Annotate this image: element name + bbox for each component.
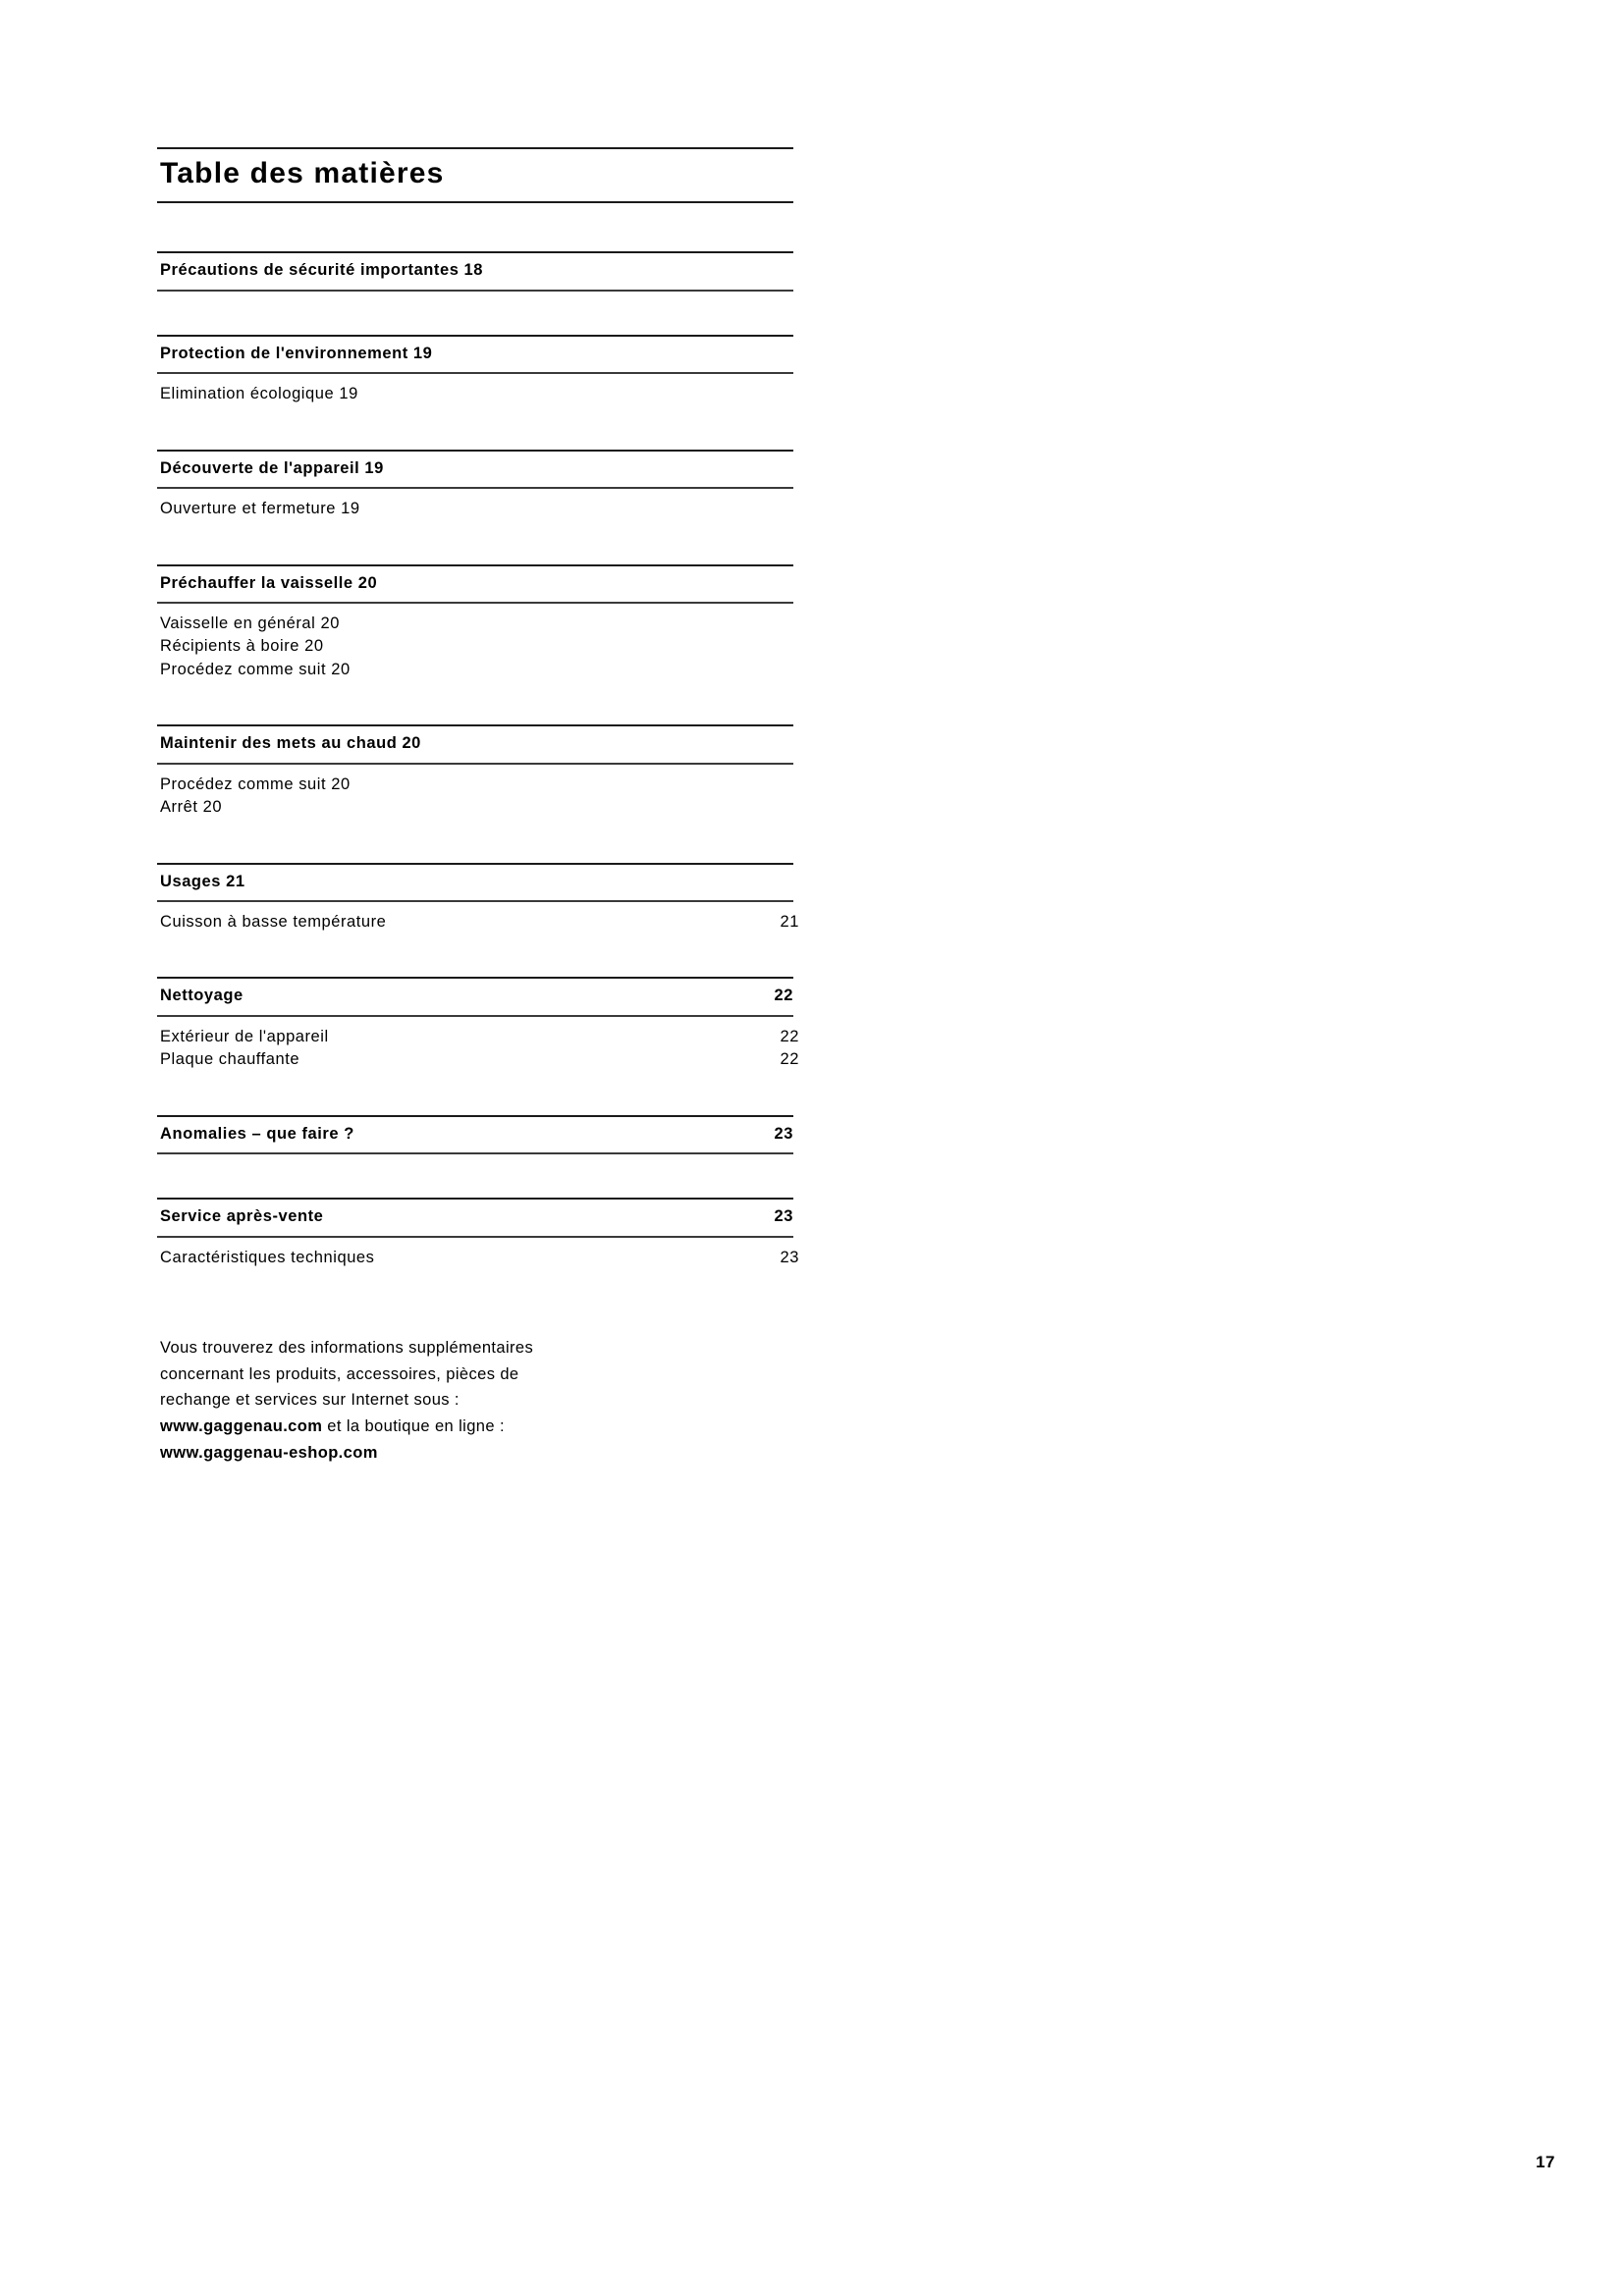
toc-sections: Précautions de sécurité importantes 18 Pr… (157, 251, 798, 1269)
toc-section-heading-label: Découverte de l'appareil 19 (160, 458, 384, 477)
toc-section: Maintenir des mets au chaud 20 Procédez c… (157, 724, 793, 819)
toc-section-heading-label: Anomalies – que faire ? (160, 1124, 354, 1143)
toc-entry-list: Ouverture et fermeture 19 (157, 489, 793, 520)
page-title: Table des matières (160, 157, 445, 189)
toc-section-heading[interactable]: Découverte de l'appareil 19 (157, 452, 793, 487)
toc-entry-label: Caractéristiques techniques (160, 1248, 375, 1266)
website-url-main[interactable]: www.gaggenau.com (160, 1417, 323, 1436)
toc-section-heading-label: Nettoyage (160, 987, 244, 1005)
toc-section-heading-label: Usages 21 (160, 872, 245, 890)
toc-section: Préchauffer la vaisselle 20 Vaisselle en … (157, 563, 793, 682)
section-rule-top (157, 334, 793, 337)
toc-section-heading-label: Maintenir des mets au chaud 20 (160, 734, 421, 753)
section-rule-top (157, 862, 793, 865)
section-rule-bottom (157, 487, 793, 490)
toc-section-heading[interactable]: Précautions de sécurité importantes 18 (157, 253, 793, 289)
section-rule-top (157, 1198, 793, 1201)
toc-section-heading[interactable]: Maintenir des mets au chaud 20 (157, 726, 793, 762)
title-block: Table des matières (157, 147, 793, 204)
toc-section-heading-label: Protection de l'environnement 19 (160, 344, 433, 362)
title-rule-bottom (157, 201, 793, 204)
footnote-line-3: rechange et services sur Internet sous : (160, 1391, 460, 1410)
toc-entry-list: Vaisselle en général 20 Récipients à boir… (157, 604, 793, 681)
toc-entry-list: Caractéristiques techniques 23 (157, 1238, 798, 1269)
toc-entry[interactable]: Procédez comme suit 20 (157, 659, 793, 681)
section-rule-top (157, 251, 793, 254)
section-rule-top (157, 977, 793, 980)
section-rule-bottom (157, 601, 793, 604)
website-url-eshop[interactable]: www.gaggenau-eshop.com (160, 1443, 378, 1462)
toc-entry-page: 22 (780, 1050, 799, 1069)
section-rule-bottom (157, 899, 793, 902)
toc-section-heading[interactable]: Anomalies – que faire ? 23 (157, 1117, 793, 1152)
footnote-line-2: concernant les produits, accessoires, pi… (160, 1364, 519, 1383)
toc-entry-label: Vaisselle en général 20 (160, 614, 340, 632)
toc-section-heading-page: 23 (774, 1207, 793, 1226)
toc-entry-label: Cuisson à basse température (160, 912, 387, 931)
toc-section: Protection de l'environnement 19 Eliminat… (157, 334, 793, 406)
toc-entry[interactable]: Caractéristiques techniques 23 (157, 1247, 798, 1269)
section-rule-bottom (157, 372, 793, 375)
toc-entry-label: Plaque chauffante (160, 1050, 300, 1069)
footnote-line-4-suffix: et la boutique en ligne : (322, 1417, 505, 1436)
toc-entry[interactable]: Récipients à boire 20 (157, 635, 793, 658)
toc-section: Service après-vente 23 Caractéristiques te… (157, 1198, 798, 1269)
toc-entry-label: Extérieur de l'appareil (160, 1027, 329, 1045)
toc-entry-list: Extérieur de l'appareil 22 Plaque chauffan… (157, 1017, 798, 1072)
section-rule-bottom (157, 762, 793, 765)
section-rule-bottom (157, 1014, 793, 1017)
section-rule-top (157, 563, 793, 566)
toc-section: Précautions de sécurité importantes 18 (157, 251, 793, 292)
toc-section-heading-page: 22 (774, 987, 793, 1005)
toc-section-heading[interactable]: Nettoyage 22 (157, 979, 793, 1014)
toc-section-heading[interactable]: Préchauffer la vaisselle 20 (157, 566, 793, 602)
toc-entry[interactable]: Arrêt 20 (157, 796, 793, 819)
toc-section-heading[interactable]: Protection de l'environnement 19 (157, 337, 793, 372)
toc-entry-list: Procédez comme suit 20 Arrêt 20 (157, 765, 793, 820)
toc-entry-page: 23 (780, 1248, 799, 1266)
toc-content: Table des matières Précautions de sécuri… (157, 147, 798, 1269)
toc-section-heading[interactable]: Usages 21 (157, 865, 793, 900)
toc-entry-label: Arrêt 20 (160, 798, 223, 817)
toc-entry-page: 22 (780, 1027, 799, 1045)
toc-entry-list: Elimination écologique 19 (157, 374, 793, 405)
toc-entry[interactable]: Cuisson à basse température 21 (157, 911, 798, 934)
section-rule-top (157, 1114, 793, 1117)
section-rule-bottom (157, 1152, 793, 1155)
toc-entry-label: Procédez comme suit 20 (160, 660, 351, 678)
toc-entry[interactable]: Ouverture et fermeture 19 (157, 498, 793, 520)
toc-section-heading-label: Précautions de sécurité importantes 18 (160, 261, 484, 280)
toc-entry[interactable]: Vaisselle en général 20 (157, 613, 793, 635)
toc-section: Découverte de l'appareil 19 Ouverture et … (157, 449, 793, 521)
section-rule-top (157, 724, 793, 727)
section-rule-top (157, 449, 793, 452)
toc-section: Nettoyage 22 Extérieur de l'appareil 22 Plaq… (157, 977, 798, 1072)
footnote-paragraph: Vous trouverez des informations suppléme… (160, 1335, 788, 1467)
toc-entry[interactable]: Plaque chauffante 22 (157, 1048, 798, 1071)
toc-section: Usages 21 Cuisson à basse température 21 (157, 862, 798, 934)
toc-section-heading[interactable]: Service après-vente 23 (157, 1200, 793, 1235)
toc-entry-page: 21 (780, 912, 799, 931)
section-rule-bottom (157, 1235, 793, 1238)
section-rule-bottom (157, 289, 793, 292)
toc-section-heading-label: Service après-vente (160, 1207, 324, 1226)
toc-section: Anomalies – que faire ? 23 (157, 1114, 793, 1155)
toc-entry-label: Elimination écologique 19 (160, 385, 358, 403)
toc-entry[interactable]: Extérieur de l'appareil 22 (157, 1026, 798, 1048)
toc-section-heading-label: Préchauffer la vaisselle 20 (160, 573, 378, 592)
toc-entry-label: Ouverture et fermeture 19 (160, 500, 360, 518)
toc-section-heading-page: 23 (774, 1124, 793, 1143)
title-rule-top (157, 147, 793, 149)
toc-entry-label: Récipients à boire 20 (160, 637, 324, 656)
page-number: 17 (1536, 2153, 1555, 2171)
footnote-line-1: Vous trouverez des informations suppléme… (160, 1339, 534, 1357)
toc-entry-label: Procédez comme suit 20 (160, 774, 351, 793)
toc-entry-list: Cuisson à basse température 21 (157, 902, 798, 934)
toc-entry[interactable]: Elimination écologique 19 (157, 383, 793, 405)
toc-entry[interactable]: Procédez comme suit 20 (157, 774, 793, 796)
